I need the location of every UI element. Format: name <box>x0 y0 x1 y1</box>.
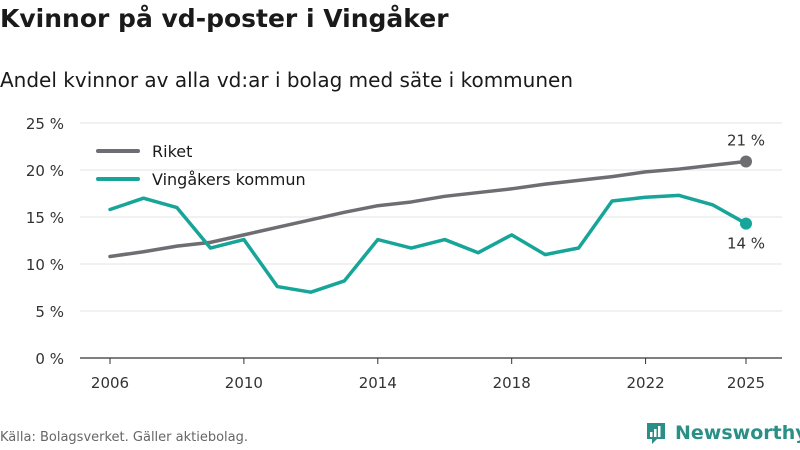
series-end-point <box>740 217 752 230</box>
x-tick-label: 2010 <box>225 374 263 392</box>
brand-name: Newsworthy <box>675 422 800 444</box>
x-tick-label: 2025 <box>727 374 765 392</box>
y-tick-label: 10 % <box>26 256 64 274</box>
y-tick-label: 0 % <box>35 350 64 368</box>
x-tick-label: 2022 <box>626 374 664 392</box>
series-end-label: 21 % <box>727 132 765 150</box>
y-tick-label: 15 % <box>26 209 64 227</box>
legend-label: Riket <box>152 142 192 161</box>
brand-logo: Newsworthy <box>645 420 800 446</box>
legend-label: Vingåkers kommun <box>152 170 306 189</box>
x-tick-label: 2006 <box>91 374 129 392</box>
x-tick-label: 2014 <box>359 374 397 392</box>
newsworthy-logo-icon <box>647 423 665 444</box>
y-tick-label: 5 % <box>35 303 64 321</box>
y-tick-label: 20 % <box>26 162 64 180</box>
x-tick-label: 2018 <box>493 374 531 392</box>
series-line-vingaker <box>108 193 748 294</box>
series-end-point <box>740 155 752 168</box>
y-tick-label: 25 % <box>26 115 64 133</box>
chart-subtitle: Andel kvinnor av alla vd:ar i bolag med … <box>0 68 573 92</box>
source-note: Källa: Bolagsverket. Gäller aktiebolag. <box>0 430 249 445</box>
series-line-riket <box>108 159 748 259</box>
line-chart: 0 % 5 % 10 % 15 % 20 % 25 % 2006 2010 2014 2018 20… <box>26 115 782 392</box>
series-end-label: 14 % <box>727 235 765 253</box>
chart-title: Kvinnor på vd-poster i Vingåker <box>0 4 449 33</box>
